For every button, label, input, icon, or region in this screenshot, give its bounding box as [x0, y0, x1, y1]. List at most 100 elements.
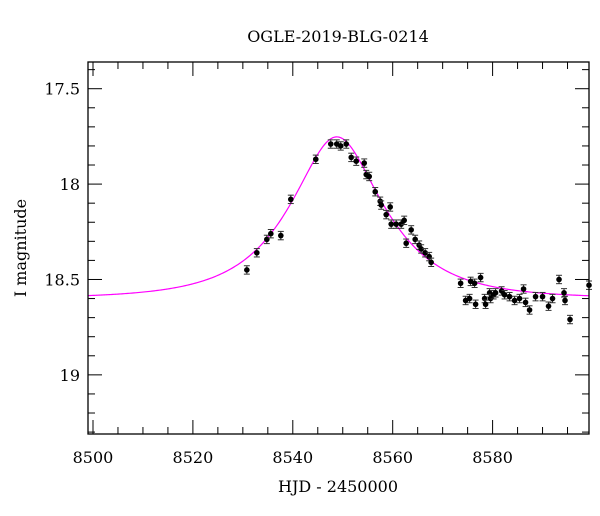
data-point [561, 288, 568, 298]
data-marker [244, 267, 250, 273]
data-point [387, 202, 394, 212]
y-axis-label: I magnitude [11, 199, 30, 297]
data-point [287, 194, 294, 205]
data-point [466, 293, 473, 304]
data-marker [567, 316, 573, 323]
data-point [506, 291, 513, 302]
data-point [327, 139, 334, 149]
data-point [477, 272, 484, 283]
x-tick-label: 8540 [272, 448, 313, 467]
x-tick-label: 8580 [472, 448, 513, 467]
data-marker [361, 160, 368, 166]
data-marker [556, 276, 562, 283]
data-marker [511, 297, 518, 304]
data-point [408, 225, 415, 235]
data-point [383, 209, 390, 220]
data-marker [428, 259, 434, 266]
data-marker [337, 143, 344, 149]
y-tick-label: 17.5 [44, 80, 80, 99]
data-point [348, 152, 355, 163]
y-tick-label: 18 [60, 175, 80, 194]
data-marker [506, 293, 513, 300]
data-point [418, 244, 425, 254]
data-point [428, 257, 435, 268]
data-point [337, 141, 344, 151]
data-marker [422, 249, 428, 256]
data-marker [549, 295, 556, 302]
data-marker [418, 246, 424, 252]
data-point [545, 301, 552, 311]
data-point [501, 290, 508, 300]
data-marker [353, 158, 360, 164]
data-point [471, 278, 478, 288]
data-point [549, 293, 556, 304]
data-point [511, 295, 518, 306]
data-marker [383, 211, 390, 218]
data-point [532, 291, 539, 302]
data-marker [254, 249, 260, 256]
x-tick-label: 8520 [173, 448, 214, 467]
chart-title: OGLE-2019-BLG-0214 [247, 27, 429, 46]
data-marker [501, 291, 508, 298]
data-marker [482, 301, 489, 308]
data-point [388, 219, 395, 229]
data-point [462, 295, 469, 306]
data-point [243, 265, 250, 275]
data-marker [457, 280, 464, 287]
data-marker [492, 290, 499, 296]
y-tick-label: 19 [60, 366, 80, 385]
data-marker [287, 196, 294, 203]
data-point [353, 156, 360, 166]
model-curve-group [88, 136, 589, 297]
x-tick-label: 8560 [372, 448, 413, 467]
data-point [457, 278, 464, 288]
data-point [520, 284, 527, 294]
axis-ticks [88, 62, 589, 434]
data-point [492, 288, 499, 298]
data-marker [526, 307, 533, 313]
data-marker [516, 295, 523, 302]
data-point [516, 293, 523, 304]
data-point [343, 139, 350, 149]
data-marker [327, 141, 334, 147]
data-marker [472, 301, 479, 308]
data-point [567, 314, 574, 325]
data-marker [372, 188, 379, 195]
data-marker [403, 240, 409, 247]
plot-frame [87, 61, 590, 435]
data-point [472, 299, 479, 309]
data-marker [466, 295, 473, 302]
data-points-group [243, 139, 592, 325]
data-marker [366, 173, 373, 180]
data-marker [539, 293, 546, 300]
model-curve [88, 136, 589, 297]
data-marker [520, 286, 527, 292]
data-point [522, 297, 529, 308]
data-point [378, 200, 385, 210]
data-marker [268, 230, 274, 237]
y-tick-label: 18.5 [44, 270, 80, 289]
data-marker [477, 274, 484, 281]
data-marker [378, 202, 385, 208]
data-point [412, 234, 419, 245]
data-point [481, 293, 488, 304]
data-marker [522, 299, 529, 306]
data-marker [561, 290, 567, 296]
data-point [267, 228, 274, 239]
data-marker [393, 221, 399, 227]
x-axis-label: HJD - 2450000 [278, 477, 398, 496]
data-marker [401, 217, 407, 224]
x-tick-label: 8500 [73, 448, 114, 467]
data-point [401, 215, 408, 226]
data-marker [312, 156, 319, 163]
data-marker [348, 154, 355, 161]
data-marker [278, 232, 284, 239]
data-point [277, 230, 284, 241]
data-point [366, 171, 373, 182]
data-point [361, 158, 368, 168]
data-marker [408, 227, 414, 233]
data-marker [388, 221, 394, 227]
data-marker [545, 303, 552, 309]
data-marker [532, 293, 539, 300]
